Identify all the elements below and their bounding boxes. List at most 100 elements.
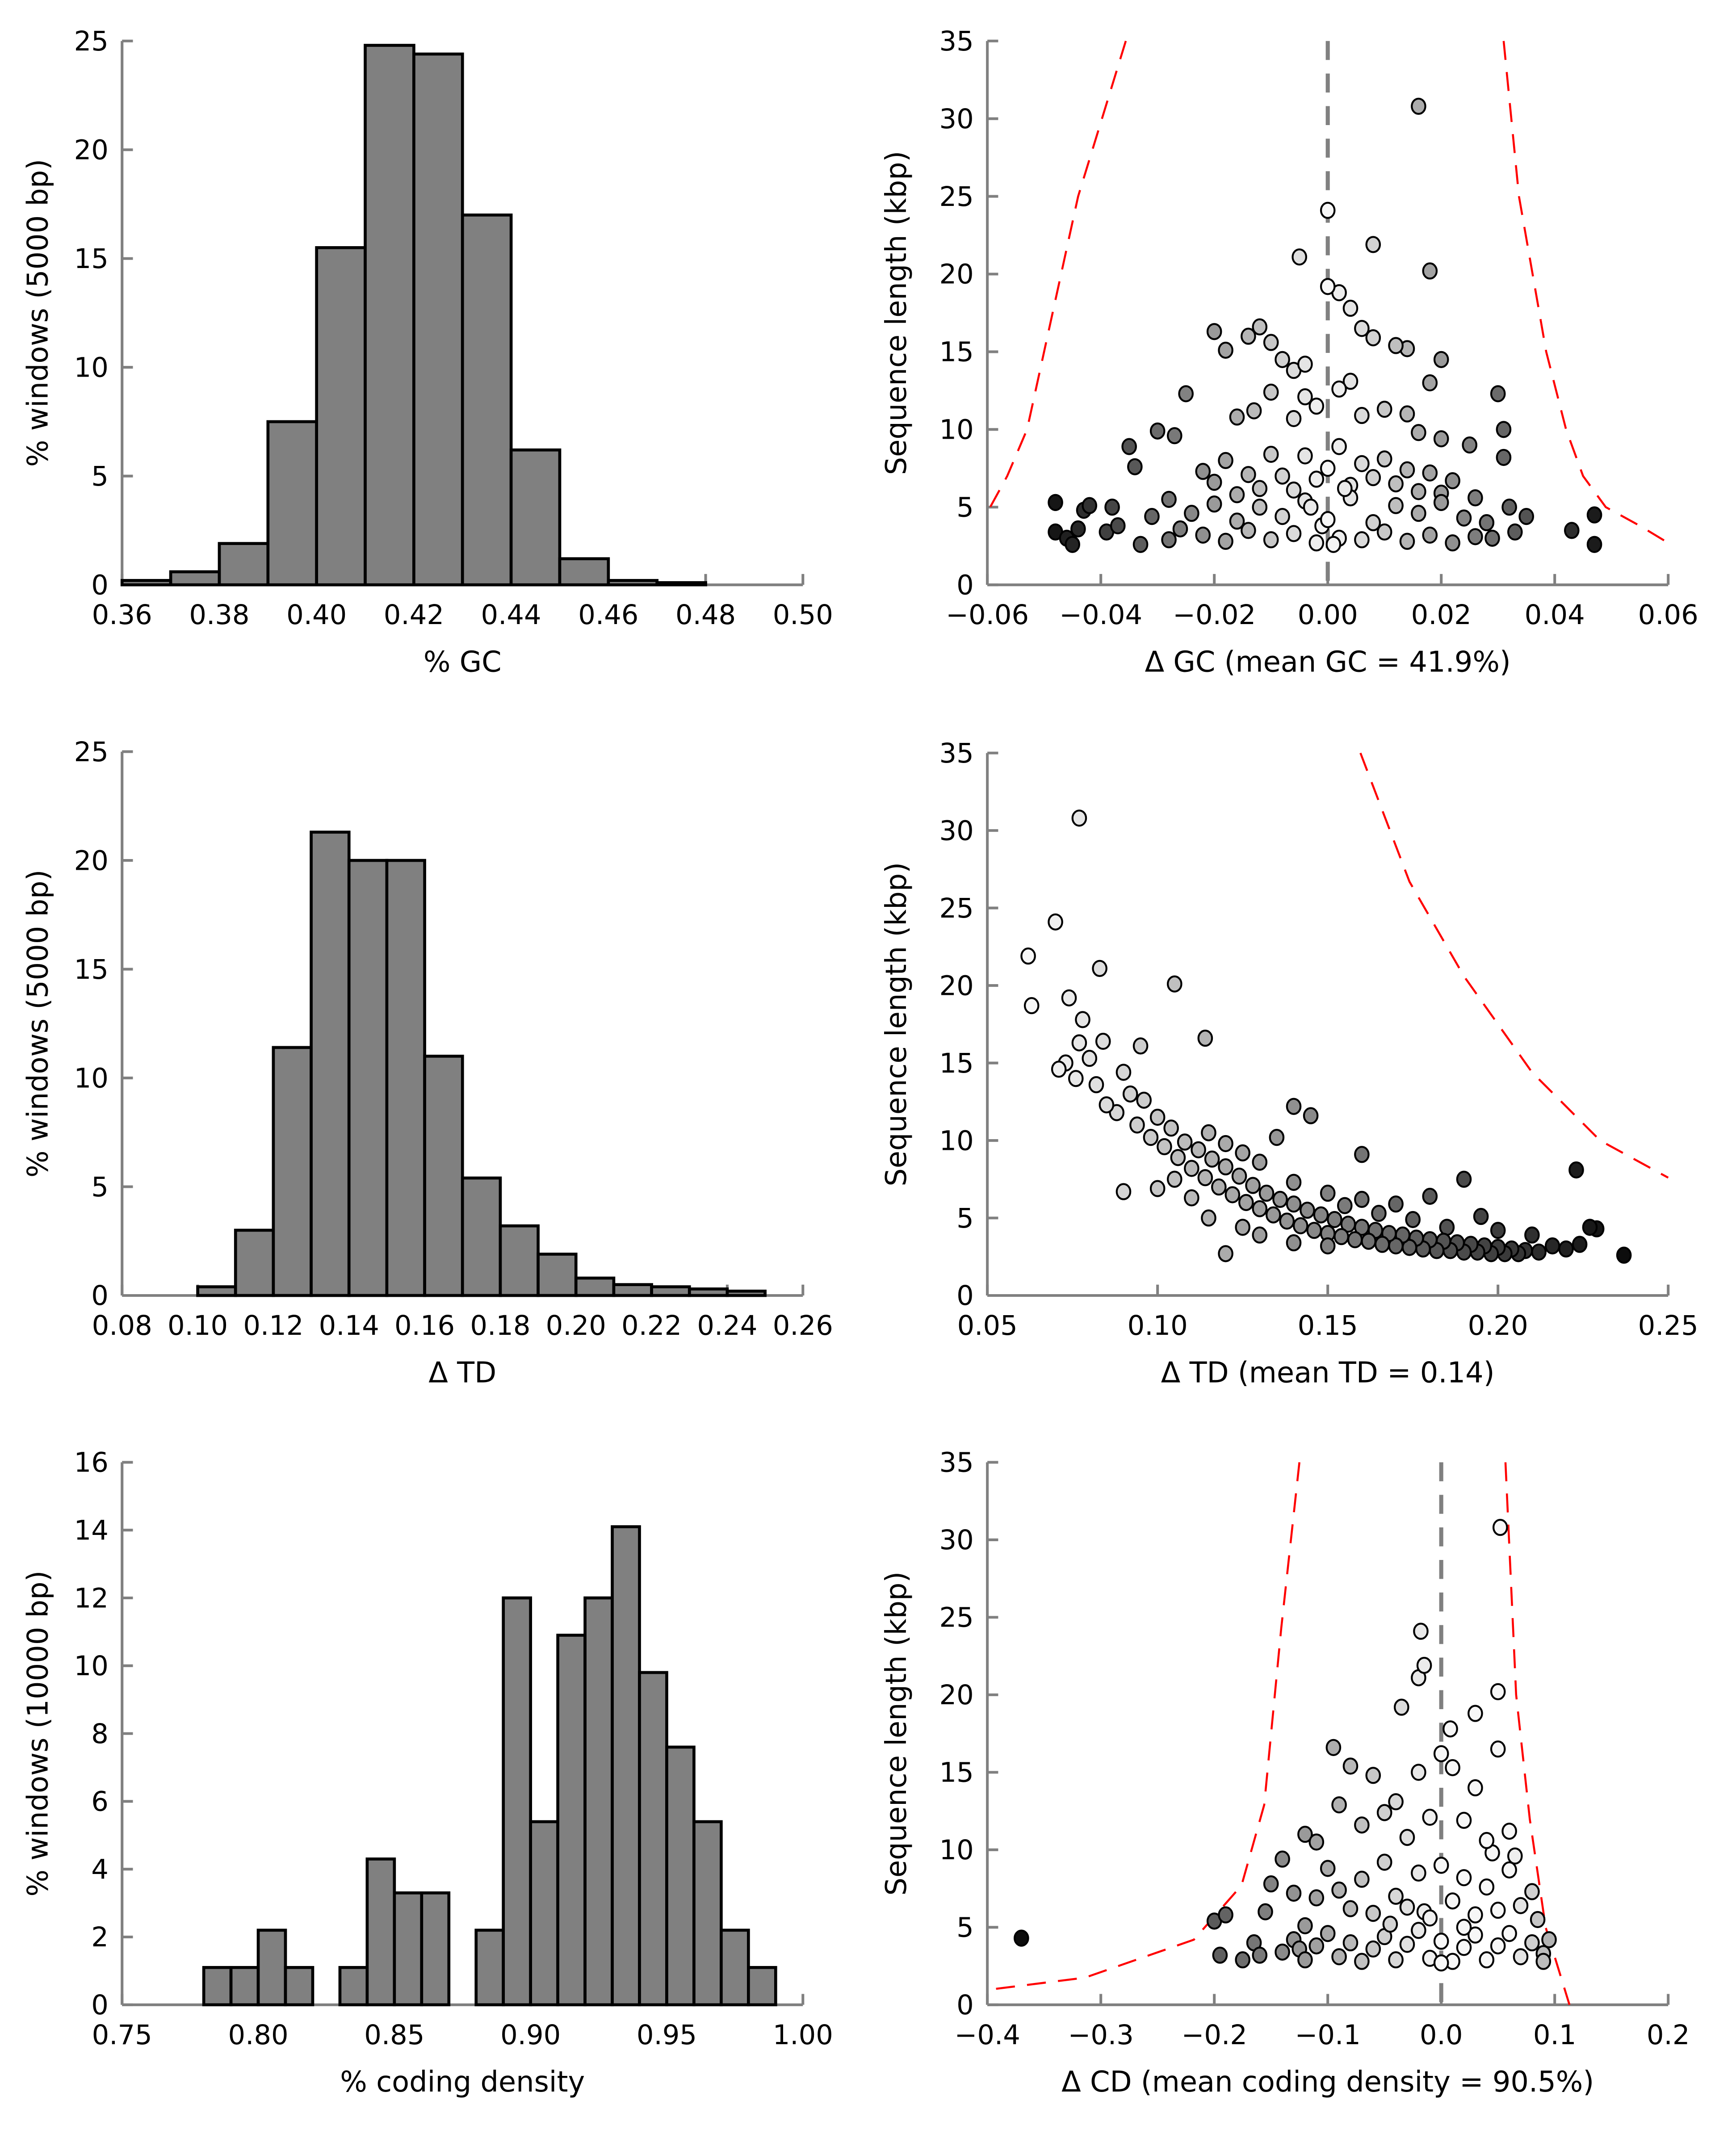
envelope-curve [986,41,1127,511]
scatter-point [1204,1150,1220,1168]
scatter-point [1229,486,1245,503]
scatter-point [1048,494,1063,511]
scatter-point [1501,1823,1517,1840]
scatter-point [1252,1946,1268,1964]
scatter-point [1206,474,1222,491]
scatter-point [1166,975,1182,993]
chart-panel-bottom-left: 0.75 0.80 0.85 0.90 0.95 1.00 0 2 4 6 8 10 12 14 16 % c… [21,1447,833,2099]
scatter-point [1071,1034,1087,1052]
scatter-point [1014,1929,1029,1947]
scatter-point [1342,299,1359,317]
y-tick-label: 10 [939,1125,974,1157]
y-tick-label: 15 [939,1048,974,1079]
x-tick-label: 0.02 [1411,599,1472,631]
x-tick-label: 0.1 [1533,2020,1577,2051]
y-tick-label: 10 [74,1063,109,1094]
scatter-point [1327,1211,1342,1228]
y-tick-label: 25 [74,26,109,57]
scatter-point [1297,1951,1313,1969]
scatter-point [1252,480,1268,497]
scatter-point [1361,1232,1376,1250]
y-tick-label: 15 [74,243,109,275]
scatter-point [1354,320,1370,337]
scatter-point [1197,1169,1213,1186]
scatter-point [1308,1937,1325,1955]
scatter-point [1331,1796,1347,1814]
x-tick-label: 0.20 [1468,1310,1528,1341]
scatter-point [1365,1904,1381,1922]
scatter-point [1413,1622,1429,1640]
scatter-point [1433,1933,1449,1950]
y-tick-label: 20 [939,970,974,1002]
scatter-point [1132,1037,1149,1055]
scatter-point [1308,398,1325,415]
scatter-point [1178,385,1194,402]
scatter-point [1235,1219,1250,1236]
scatter-point [1206,495,1222,513]
scatter-point [1445,472,1460,490]
scatter-point [1201,1209,1216,1227]
histogram-bar [529,1820,559,2007]
scatter-point [1265,1206,1281,1224]
scatter-point [1524,1883,1540,1900]
scatter-point [1433,1954,1449,1972]
y-tick-label: 2 [91,1922,109,1953]
scatter-point [1479,1951,1495,1969]
scatter-point [1568,1161,1584,1179]
y-tick-label: 20 [939,1680,974,1711]
scatter-point [1166,1170,1182,1188]
scatter-point [1218,341,1233,359]
y-tick-label: 5 [956,1203,974,1234]
scatter-point [1092,960,1107,977]
envelope-curve [1504,1462,1571,2005]
scatter-point [1411,97,1426,115]
scatter-point [1286,1884,1302,1902]
scatter-point [1365,329,1381,347]
scatter-point [1524,1226,1540,1244]
scatter-point [1292,248,1307,266]
scatter-point [1231,1167,1247,1185]
scatter-point [1399,532,1415,550]
y-tick-label: 12 [74,1583,109,1614]
scatter-point [1422,262,1438,280]
scatter-point [1422,464,1438,482]
scatter-point [1163,1119,1179,1137]
scatter-point [1320,201,1336,219]
x-axis-label: Δ GC (mean GC = 41.9%) [1145,646,1511,679]
scatter-point [1149,1180,1166,1197]
scatter-point [1286,410,1302,428]
scatter-point [1184,1189,1199,1207]
scatter-point [1258,1903,1273,1920]
scatter-point [1325,1739,1342,1756]
x-tick-label: 0.95 [637,2020,697,2051]
scatter-point [1501,1925,1517,1942]
y-tick-label: 10 [74,1651,109,1682]
y-tick-label: 0 [956,1990,974,2021]
scatter-point [1297,1917,1313,1934]
scatter-point [1342,1934,1359,1952]
scatter-point [1286,1195,1302,1213]
scatter-point [1411,1864,1426,1882]
scatter-point [1541,1931,1557,1949]
histogram-bar [196,1285,237,1297]
scatter-point [1354,407,1370,424]
histogram-bar [310,830,351,1297]
scatter-point [1399,1899,1415,1916]
chart-panel-middle-left: 0.08 0.10 0.12 0.14 0.16 0.18 0.20 0.22 0.24 0.26… [21,737,833,1389]
y-tick-label: 35 [939,26,974,57]
scatter-point [1275,467,1290,485]
x-tick-label: 0.05 [957,1310,1018,1341]
scatter-point [1354,1191,1370,1208]
scatter-point [1456,509,1472,527]
y-tick-label: 10 [74,352,109,383]
scatter-point [1306,1222,1322,1239]
scatter-point [1388,1887,1404,1905]
scatter-point [1388,1195,1404,1213]
histogram-bar [202,1966,233,2007]
scatter-point [1303,499,1319,516]
scatter-point [1161,531,1177,549]
y-tick-label: 25 [74,737,109,768]
scatter-point [1269,1128,1285,1146]
scatter-point [1241,522,1256,539]
scatter-point [1286,1234,1302,1252]
